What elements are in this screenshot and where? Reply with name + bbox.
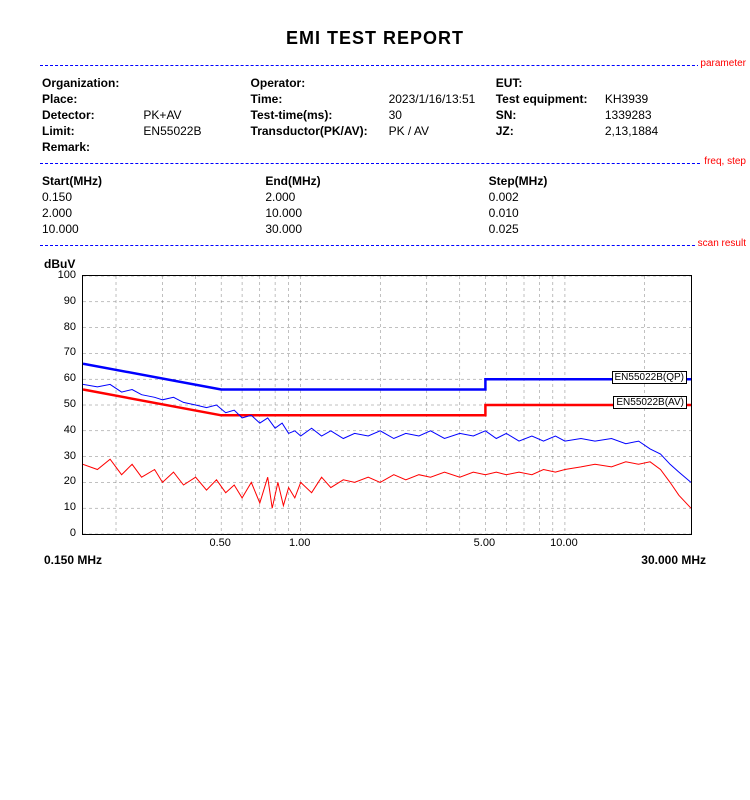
param-value: PK / AV	[387, 123, 494, 139]
x-tick: 5.00	[474, 537, 495, 549]
y-tick: 40	[64, 424, 76, 436]
param-value	[141, 75, 248, 91]
y-tick: 50	[64, 398, 76, 410]
x-tick: 1.00	[289, 537, 310, 549]
param-label: Detector:	[40, 107, 141, 123]
freq-header: End(MHz)	[263, 173, 486, 189]
param-value: KH3939	[603, 91, 710, 107]
param-value	[603, 75, 710, 91]
param-label: Test-time(ms):	[249, 107, 387, 123]
param-label: Limit:	[40, 123, 141, 139]
emi-chart: 0102030405060708090100 EN55022B(QP)EN550…	[40, 275, 710, 565]
param-label: Transductor(PK/AV):	[249, 123, 387, 139]
x-range-max: 30.000 MHz	[641, 553, 706, 567]
freq-cell: 0.025	[487, 221, 710, 237]
param-label: Test equipment:	[494, 91, 603, 107]
y-tick: 80	[64, 321, 76, 333]
param-label: Time:	[249, 91, 387, 107]
freq-cell: 2.000	[40, 205, 263, 221]
freq-cell: 10.000	[40, 221, 263, 237]
page-title: EMI TEST REPORT	[40, 28, 710, 49]
y-tick: 20	[64, 475, 76, 487]
param-label: Organization:	[40, 75, 141, 91]
param-value: 2023/1/16/13:51	[387, 91, 494, 107]
y-tick: 90	[64, 295, 76, 307]
y-tick: 100	[58, 269, 76, 281]
freq-cell: 0.002	[487, 189, 710, 205]
freq-step-table: Start(MHz)End(MHz)Step(MHz)0.1502.0000.0…	[40, 173, 710, 237]
param-value	[141, 139, 248, 155]
param-label	[249, 139, 387, 155]
param-label: Remark:	[40, 139, 141, 155]
legend-item: EN55022B(AV)	[613, 396, 687, 409]
separator-scan: scan result	[40, 239, 710, 251]
y-axis-label: dBuV	[44, 257, 710, 271]
y-tick: 30	[64, 450, 76, 462]
legend-item: EN55022B(QP)	[612, 371, 687, 384]
param-value	[141, 91, 248, 107]
param-value	[387, 139, 494, 155]
param-label: JZ:	[494, 123, 603, 139]
param-value: 1339283	[603, 107, 710, 123]
x-tick: 0.50	[209, 537, 230, 549]
param-value: 30	[387, 107, 494, 123]
freq-cell: 0.150	[40, 189, 263, 205]
param-label: Place:	[40, 91, 141, 107]
param-label: EUT:	[494, 75, 603, 91]
param-label	[494, 139, 603, 155]
separator-freq: freq, step	[40, 157, 710, 169]
param-label: SN:	[494, 107, 603, 123]
param-value	[603, 139, 710, 155]
freq-header: Start(MHz)	[40, 173, 263, 189]
param-value: PK+AV	[141, 107, 248, 123]
freq-cell: 2.000	[263, 189, 486, 205]
y-tick: 0	[70, 527, 76, 539]
freq-header: Step(MHz)	[487, 173, 710, 189]
separator-parameter: parameter	[40, 59, 710, 71]
x-tick: 10.00	[550, 537, 578, 549]
param-value: 2,13,1884	[603, 123, 710, 139]
freq-cell: 30.000	[263, 221, 486, 237]
y-tick: 10	[64, 501, 76, 513]
y-tick: 70	[64, 346, 76, 358]
parameter-table: Organization: Operator: EUT: Place: Time:202…	[40, 75, 710, 155]
param-label: Operator:	[249, 75, 387, 91]
x-range-min: 0.150 MHz	[44, 553, 102, 567]
param-value: EN55022B	[141, 123, 248, 139]
freq-cell: 10.000	[263, 205, 486, 221]
param-value	[387, 75, 494, 91]
freq-cell: 0.010	[487, 205, 710, 221]
y-tick: 60	[64, 372, 76, 384]
